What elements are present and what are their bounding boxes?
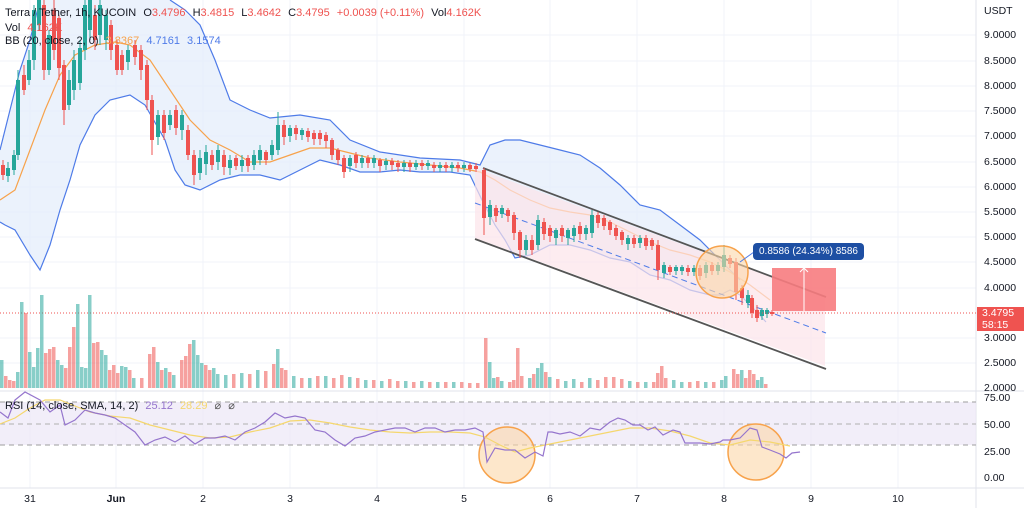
time-tick: 7 xyxy=(634,493,640,505)
rsi-sma-value: 28.29 xyxy=(179,400,208,412)
currency-label: USDT xyxy=(984,5,1013,17)
price-tick: 8.5000 xyxy=(984,55,1017,67)
rsi-tick: 75.00 xyxy=(984,392,1011,404)
header-volume-value: 4.162K xyxy=(446,7,482,19)
rsi-line xyxy=(0,391,801,464)
time-tick: 8 xyxy=(721,493,727,505)
price-tick: 6.5000 xyxy=(984,156,1017,168)
volume-bars xyxy=(0,295,768,388)
price-tick: 4.0000 xyxy=(984,282,1017,294)
bollinger-legend[interactable]: BB (20, close, 2, 0) 3.8367 4.7161 3.157… xyxy=(5,35,221,47)
price-tick: 5.0000 xyxy=(984,231,1017,243)
price-tick: 8.0000 xyxy=(984,80,1017,92)
time-tick: 5 xyxy=(461,493,467,505)
price-tick: 2.5000 xyxy=(984,357,1017,369)
time-tick: 9 xyxy=(808,493,814,505)
volume-legend[interactable]: Vol 4.162K xyxy=(5,22,63,34)
symbol-legend[interactable]: Terra / Tether, 1h, KUCOIN O3.4796 H3.48… xyxy=(5,7,482,19)
price-tick: 9.0000 xyxy=(984,29,1017,41)
time-tick: 10 xyxy=(892,493,904,505)
highlight-circle-price[interactable] xyxy=(695,245,749,299)
volume-value: 4.162K xyxy=(27,22,63,34)
bb-upper-value: 4.7161 xyxy=(146,35,180,47)
hidden-icon[interactable]: ⌀ xyxy=(214,400,222,412)
close-value: 3.4795 xyxy=(296,7,330,19)
rsi-tick: 50.00 xyxy=(984,419,1011,431)
candles xyxy=(1,0,774,322)
time-tick: 6 xyxy=(547,493,553,505)
time-tick: 31 xyxy=(24,493,36,505)
high-value: 3.4815 xyxy=(200,7,235,19)
channel-upper-line[interactable] xyxy=(482,167,827,298)
price-tick: 7.5000 xyxy=(984,105,1017,117)
price-tick: 6.0000 xyxy=(984,181,1017,193)
last-price-value: 3.4795 xyxy=(982,307,1015,319)
time-tick: 2 xyxy=(200,493,206,505)
symbol-title[interactable]: Terra / Tether, 1h, KUCOIN xyxy=(5,7,137,19)
price-tick: 7.0000 xyxy=(984,130,1017,142)
bar-countdown: 58:15 xyxy=(982,318,1009,331)
channel-lower-line[interactable] xyxy=(474,238,827,370)
price-tick: 2.0000 xyxy=(984,382,1017,394)
highlight-circle-rsi-1[interactable] xyxy=(478,426,536,484)
highlight-circle-rsi-2[interactable] xyxy=(727,423,785,481)
channel-fill xyxy=(475,168,825,366)
time-tick: Jun xyxy=(106,493,126,505)
time-tick: 4 xyxy=(374,493,380,505)
rsi-tick: 0.00 xyxy=(984,472,1005,484)
price-tick: 5.5000 xyxy=(984,206,1017,218)
rsi-tick: 25.00 xyxy=(984,446,1011,458)
bb-lower-value: 3.1574 xyxy=(187,35,221,47)
rsi-value: 25.12 xyxy=(145,400,173,412)
hidden-icon[interactable]: ⌀ xyxy=(228,400,235,412)
open-value: 3.4796 xyxy=(151,7,186,19)
last-price-tag: 3.4795 58:15 xyxy=(977,307,1024,331)
measure-label[interactable]: 0.8586 (24.34%) 8586 xyxy=(753,243,864,260)
price-tick: 4.5000 xyxy=(984,256,1017,268)
low-value: 3.4642 xyxy=(247,7,282,19)
price-tick: 3.0000 xyxy=(984,332,1017,344)
change-value: +0.0039 (+0.11%) xyxy=(336,7,425,19)
time-tick: 3 xyxy=(287,493,293,505)
rsi-legend[interactable]: RSI (14, close, SMA, 14, 2) 25.12 28.29 … xyxy=(5,400,235,412)
bb-basis-value: 3.8367 xyxy=(105,35,140,47)
